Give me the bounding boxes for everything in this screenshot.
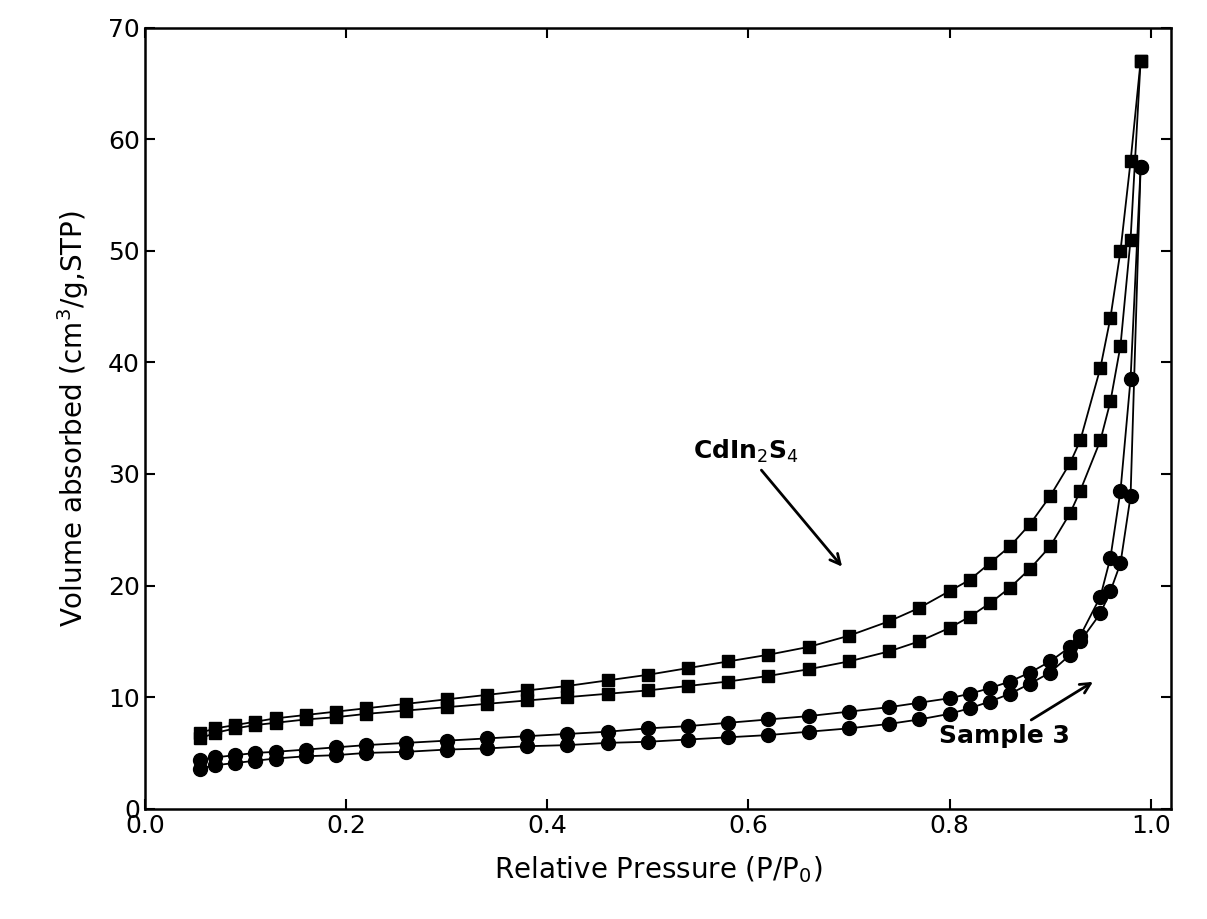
Text: Sample 3: Sample 3: [939, 684, 1090, 748]
Y-axis label: Volume absorbed (cm$^3$/g,STP): Volume absorbed (cm$^3$/g,STP): [56, 210, 92, 627]
X-axis label: Relative Pressure (P/P$_0$): Relative Pressure (P/P$_0$): [494, 855, 822, 885]
Text: CdIn$_2$S$_4$: CdIn$_2$S$_4$: [693, 438, 840, 564]
